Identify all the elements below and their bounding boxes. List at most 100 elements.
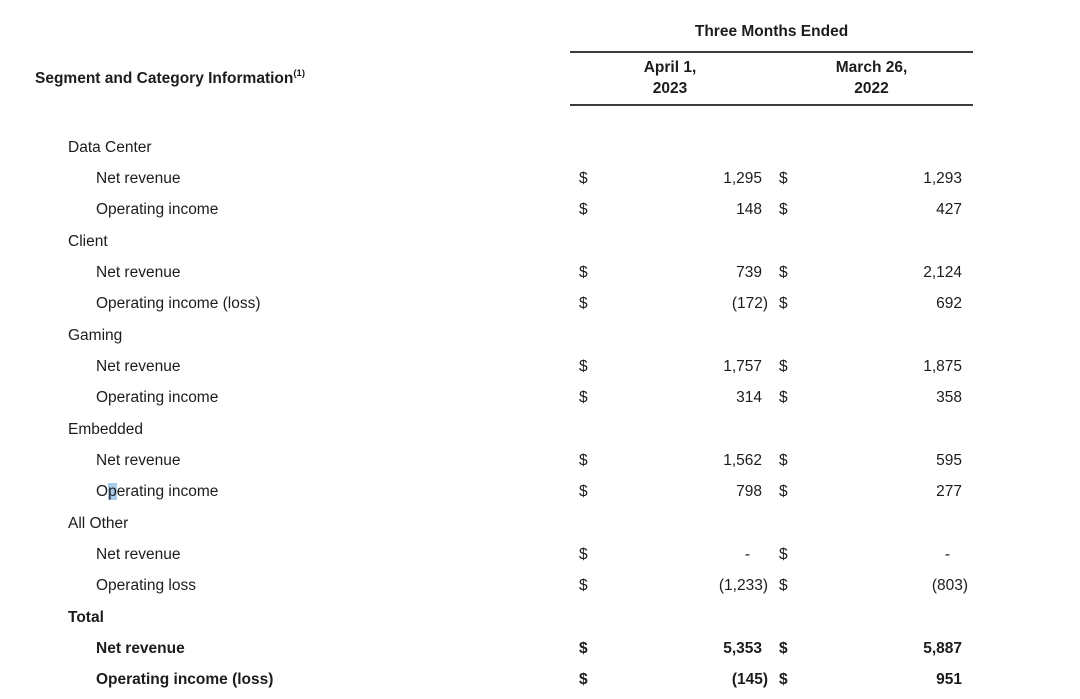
currency-symbol: $	[779, 263, 788, 281]
column-header-apr-2023: April 1, 2023	[570, 52, 770, 106]
table-title-cell: Segment and Category Information(1)	[0, 52, 570, 105]
value-cell: 1,293	[800, 163, 973, 194]
table-body: Data Center Net revenue $1,295 $1,293 Operat…	[0, 132, 973, 696]
value-cell: (803)	[800, 571, 973, 602]
currency-symbol: $	[779, 389, 788, 407]
row-label: Total	[68, 608, 104, 626]
value-text: 148	[736, 201, 762, 219]
row-label: Gaming	[68, 326, 123, 344]
section-row: Embedded	[0, 414, 973, 445]
currency-symbol: $	[579, 295, 588, 313]
value-cell: 314	[600, 383, 770, 414]
data-row: Net revenue $ - $ -	[0, 539, 973, 570]
value-cell: 5,887	[800, 633, 973, 664]
section-row: Data Center	[0, 132, 973, 163]
currency-symbol: $	[579, 169, 588, 187]
column-header-date-line: April 1,	[643, 59, 697, 76]
value-text: -	[944, 545, 951, 563]
value-cell: 427	[800, 195, 973, 226]
currency-symbol: $	[779, 201, 788, 219]
column-header-mar-2022: March 26, 2022	[770, 52, 974, 106]
value-text: 1,875	[923, 357, 963, 375]
currency-symbol: $	[579, 577, 588, 595]
data-row: Net revenue $1,562 $595	[0, 445, 973, 476]
data-row: Net revenue $1,757 $1,875	[0, 351, 973, 382]
currency-symbol: $	[579, 201, 588, 219]
row-label: Operating income (loss)	[96, 295, 261, 313]
data-row: Operating loss $ (1,233) $ (803)	[0, 571, 973, 602]
empty-value-cells	[570, 602, 973, 633]
currency-symbol: $	[779, 639, 788, 657]
value-text: 5,887	[923, 639, 963, 657]
value-text: 2,124	[923, 263, 963, 281]
section-row: Total	[0, 602, 973, 633]
value-cell: (145)	[600, 665, 770, 696]
value-text: (172)	[731, 295, 768, 313]
value-text: 739	[736, 263, 762, 281]
value-text: 692	[936, 295, 963, 313]
data-row: Net revenue $1,295 $1,293	[0, 163, 973, 194]
section-row: Client	[0, 226, 973, 257]
row-label: Net revenue	[96, 545, 181, 563]
value-cell: 277	[800, 477, 973, 508]
value-text: 277	[936, 483, 963, 501]
value-text: (145)	[731, 671, 768, 689]
text-selection-highlight: p	[108, 483, 117, 501]
value-cell: (172)	[600, 289, 770, 320]
value-cell: 1,295	[600, 163, 770, 194]
value-text: 595	[936, 451, 963, 469]
period-group-header-row: Three Months Ended	[0, 0, 974, 53]
row-label: Client	[68, 232, 108, 250]
row-label: Embedded	[68, 420, 143, 438]
currency-symbol: $	[579, 357, 588, 375]
value-text: 1,293	[923, 169, 963, 187]
empty-value-cells	[570, 414, 973, 445]
currency-symbol: $	[779, 357, 788, 375]
currency-symbol: $	[779, 545, 788, 563]
column-header-row: Segment and Category Information(1) Apri…	[0, 52, 974, 106]
currency-symbol: $	[579, 483, 588, 501]
data-row: Operating income $314 $358	[0, 383, 973, 414]
section-row: Gaming	[0, 320, 973, 351]
currency-symbol: $	[779, 483, 788, 501]
currency-symbol: $	[779, 295, 788, 313]
data-row: Operating income $798 $277	[0, 477, 973, 508]
value-cell: 1,757	[600, 351, 770, 382]
column-header-date-line: March 26,	[835, 59, 908, 76]
value-cell: 692	[800, 289, 973, 320]
data-row: Operating income $148 $427	[0, 195, 973, 226]
currency-symbol: $	[779, 671, 788, 689]
value-text: 951	[936, 671, 963, 689]
value-text: -	[744, 545, 750, 563]
data-row: Operating income (loss) $ (145) $951	[0, 665, 973, 696]
row-label: Net revenue	[96, 263, 181, 281]
row-label: Net revenue	[96, 451, 181, 469]
currency-symbol: $	[579, 671, 588, 689]
currency-symbol: $	[579, 545, 588, 563]
value-cell: -	[600, 539, 770, 570]
row-label: Data Center	[68, 138, 152, 156]
currency-symbol: $	[579, 389, 588, 407]
row-label: Net revenue	[96, 357, 181, 375]
footnote-marker: (1)	[293, 67, 305, 79]
value-cell: -	[800, 539, 973, 570]
row-label: Operating loss	[96, 577, 196, 595]
row-label: Operating income	[96, 483, 219, 501]
empty-value-cells	[570, 320, 973, 351]
value-cell: 2,124	[800, 257, 973, 288]
value-cell: 595	[800, 445, 973, 476]
row-label: Operating income	[96, 389, 219, 407]
header-spacer-row	[0, 105, 973, 132]
period-group-header: Three Months Ended	[570, 0, 974, 53]
empty-value-cells	[570, 132, 973, 163]
value-text: 1,295	[723, 169, 762, 187]
spacer-cell	[0, 105, 973, 132]
value-cell: 739	[600, 257, 770, 288]
row-label: Net revenue	[96, 169, 181, 187]
currency-symbol: $	[779, 451, 788, 469]
value-cell: 358	[800, 383, 973, 414]
currency-symbol: $	[579, 263, 588, 281]
data-row: Net revenue $5,353 $5,887	[0, 633, 973, 664]
value-text: (1,233)	[718, 577, 768, 595]
